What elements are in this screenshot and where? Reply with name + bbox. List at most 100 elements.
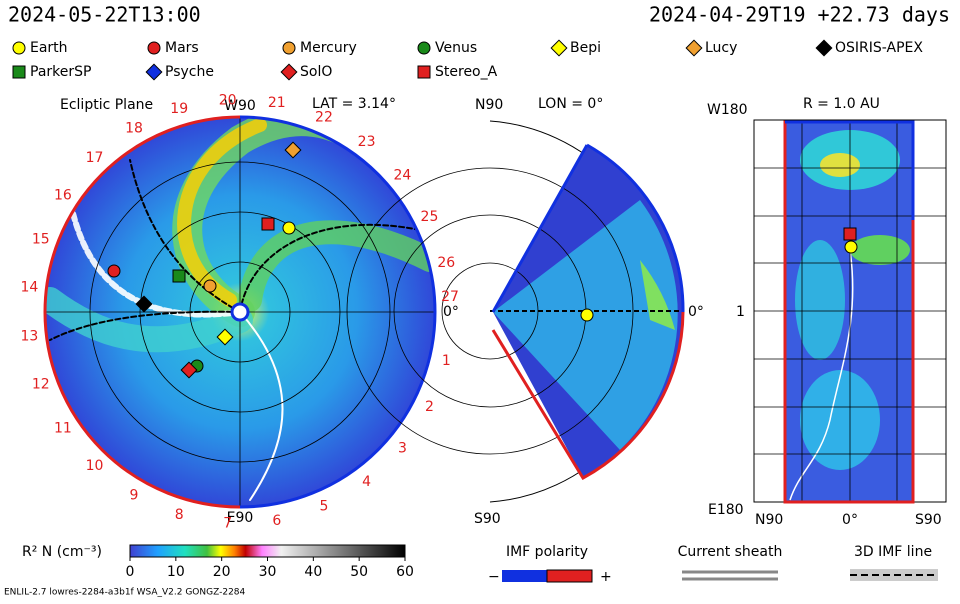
marker bbox=[147, 41, 161, 55]
one: 1 bbox=[736, 304, 745, 320]
ecliptic-panel bbox=[43, 115, 437, 509]
n90: N90 bbox=[755, 512, 783, 528]
longitude-label: 24 bbox=[393, 168, 411, 184]
longitude-label: 8 bbox=[175, 507, 184, 523]
colorbar-tick-label: 30 bbox=[259, 564, 277, 580]
time: 2024-05-22T13:00 bbox=[8, 3, 201, 27]
marker bbox=[417, 65, 431, 79]
w180: W180 bbox=[707, 102, 748, 118]
legend-label: Mercury bbox=[300, 40, 357, 56]
legend-label: Venus bbox=[435, 40, 477, 56]
ecliptic-title: Ecliptic Plane bbox=[60, 97, 153, 113]
marker bbox=[145, 63, 163, 81]
longitude-label: 13 bbox=[21, 329, 39, 345]
s90: S90 bbox=[474, 511, 501, 527]
colorbar-tick-label: 60 bbox=[396, 564, 414, 580]
longitude-label: 25 bbox=[421, 209, 439, 225]
imf-positive bbox=[546, 569, 593, 583]
marker bbox=[12, 41, 26, 55]
longitude-label: 14 bbox=[21, 279, 39, 295]
marker bbox=[844, 240, 858, 254]
legend-label: ParkerSP bbox=[30, 64, 91, 80]
longitude-label: 20 bbox=[219, 92, 237, 108]
marker bbox=[284, 141, 302, 159]
e180: E180 bbox=[708, 502, 744, 518]
longitude-label: 22 bbox=[315, 109, 333, 125]
radius: R = 1.0 AU bbox=[803, 96, 880, 112]
plus: + bbox=[600, 569, 612, 585]
marker bbox=[685, 39, 703, 57]
longitude-label: 9 bbox=[130, 488, 139, 504]
longitude-label: 27 bbox=[441, 289, 459, 305]
marker bbox=[843, 227, 857, 241]
imf-line-sample bbox=[850, 569, 938, 581]
longitude-label: 5 bbox=[320, 499, 329, 515]
longitude-label: 4 bbox=[362, 474, 371, 490]
sphere-panel bbox=[753, 119, 947, 504]
sheath-title: Current sheath bbox=[678, 544, 783, 560]
legend-label: Stereo_A bbox=[435, 64, 498, 80]
legend-label: Psyche bbox=[165, 64, 214, 80]
line3d-title: 3D IMF line bbox=[854, 544, 932, 560]
longitude-label: 21 bbox=[268, 95, 286, 111]
lon: LON = 0° bbox=[538, 96, 603, 112]
sheath-sample bbox=[682, 570, 778, 581]
longitude-label: 7 bbox=[223, 516, 232, 532]
marker bbox=[261, 217, 275, 231]
s90: S90 bbox=[915, 512, 942, 528]
colorbar bbox=[129, 544, 406, 558]
longitude-label: 2 bbox=[425, 399, 434, 415]
colorbar-tick-label: 0 bbox=[126, 564, 135, 580]
marker bbox=[280, 63, 298, 81]
longitude-label: 12 bbox=[32, 377, 50, 393]
meridional-panel bbox=[346, 120, 685, 503]
longitude-label: 1 bbox=[442, 353, 451, 369]
marker bbox=[550, 39, 568, 57]
legend-label: Earth bbox=[30, 40, 68, 56]
legend-label: Mars bbox=[165, 40, 199, 56]
e90: E90 bbox=[227, 510, 254, 526]
zero: 0° bbox=[842, 512, 858, 528]
zero: 0° bbox=[688, 304, 704, 320]
longitude-label: 19 bbox=[170, 101, 188, 117]
marker bbox=[172, 269, 186, 283]
marker bbox=[815, 39, 833, 57]
longitude-label: 26 bbox=[437, 255, 455, 271]
legend-label: OSIRIS-APEX bbox=[835, 40, 923, 56]
legend-label: Lucy bbox=[705, 40, 737, 56]
footer: ENLIL-2.7 lowres-2284-a3b1f WSA_V2.2 GON… bbox=[4, 588, 246, 598]
longitude-label: 18 bbox=[125, 120, 143, 136]
legend-label: SolO bbox=[300, 64, 332, 80]
marker bbox=[135, 295, 153, 313]
colorbar-tick-label: 40 bbox=[304, 564, 322, 580]
marker bbox=[282, 41, 296, 55]
reference: 2024-04-29T19 +22.73 days bbox=[649, 3, 950, 27]
longitude-label: 10 bbox=[86, 458, 104, 474]
marker bbox=[203, 279, 217, 293]
imf-negative bbox=[502, 570, 547, 582]
colorbar-tick-label: 20 bbox=[213, 564, 231, 580]
legend-label: Bepi bbox=[570, 40, 601, 56]
colorbar-tick-label: 50 bbox=[350, 564, 368, 580]
colorbar-label: R² N (cm⁻³) bbox=[22, 544, 102, 560]
minus: − bbox=[488, 569, 500, 585]
marker bbox=[216, 328, 234, 346]
zero: 0° bbox=[443, 304, 459, 320]
marker bbox=[107, 264, 121, 278]
longitude-label: 23 bbox=[358, 134, 376, 150]
lat: LAT = 3.14° bbox=[312, 96, 396, 112]
longitude-label: 3 bbox=[398, 440, 407, 456]
w90: W90 bbox=[224, 98, 256, 114]
marker bbox=[180, 361, 198, 379]
marker bbox=[12, 65, 26, 79]
colorbar-tick-label: 10 bbox=[167, 564, 185, 580]
n90: N90 bbox=[475, 97, 503, 113]
longitude-label: 6 bbox=[272, 513, 281, 529]
marker bbox=[282, 221, 296, 235]
imf-title: IMF polarity bbox=[506, 544, 588, 560]
longitude-label: 15 bbox=[32, 231, 50, 247]
longitude-label: 17 bbox=[86, 150, 104, 166]
marker bbox=[417, 41, 431, 55]
longitude-label: 11 bbox=[54, 420, 72, 436]
